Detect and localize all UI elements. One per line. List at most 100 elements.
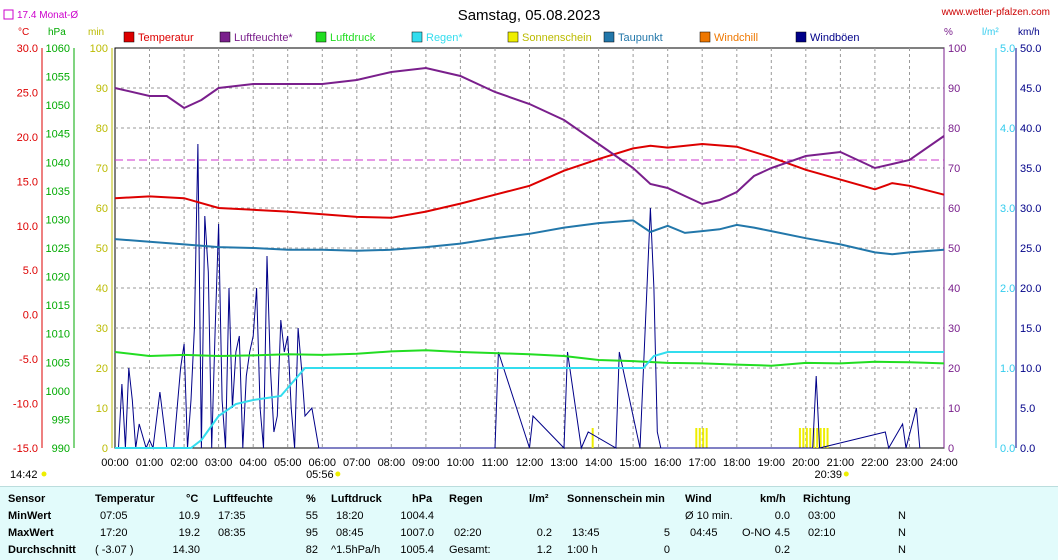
press-unit-label: hPa (48, 27, 66, 38)
rain-tick-label: 3.0 (1000, 203, 1015, 215)
wind-tick-label: 5.0 (1020, 403, 1035, 415)
legend-swatch (795, 31, 807, 43)
sun-tick-label: 80 (96, 123, 108, 135)
wind-tick-label: 40.0 (1020, 123, 1041, 135)
hum-tick-label: 80 (948, 123, 960, 135)
sun-tick-label: 20 (96, 363, 108, 375)
monthly-avg-swatch (3, 9, 14, 20)
press-tick-label: 1055 (46, 72, 70, 84)
wind-max: 4.5 (774, 527, 790, 539)
sun-tick-label: 0 (102, 443, 108, 455)
sunshine-bar (823, 428, 826, 448)
press-tick-label: 1015 (46, 300, 70, 312)
temp-tick-label: 15.0 (17, 176, 38, 188)
sunshine-bar (695, 428, 698, 448)
rain-avg-label: Gesamt: (449, 544, 491, 556)
legend-label: Temperatur (138, 32, 194, 44)
sunshine-bar (702, 428, 705, 448)
temp-max: 19.2 (178, 527, 200, 539)
temp-tick-label: -10.0 (13, 399, 38, 411)
x-tick-label: 21:00 (827, 457, 855, 469)
wind-tick-label: 10.0 (1020, 363, 1041, 375)
hum-tick-label: 0 (948, 443, 954, 455)
sunset-label: 20:39 (815, 469, 843, 481)
legend-swatch (507, 31, 519, 43)
rain-unit-label: l/m² (982, 27, 999, 38)
legend-label: Windböen (810, 32, 860, 44)
hum-unit: % (306, 493, 316, 505)
sun-tick-label: 40 (96, 283, 108, 295)
x-tick-label: 16:00 (654, 457, 682, 469)
wind-min: 0.0 (774, 510, 790, 522)
series-temperatur-line (114, 142, 945, 219)
x-tick-label: 17:00 (688, 457, 716, 469)
sun-avg-label: 1:00 h (567, 544, 598, 556)
hum-min-time: 17:35 (218, 510, 246, 522)
legend-swatch (411, 31, 423, 43)
wind-tick-label: 30.0 (1020, 203, 1041, 215)
legend-swatch (219, 31, 231, 43)
x-tick-label: 11:00 (482, 457, 509, 469)
legend-swatch (603, 31, 615, 43)
wind-tick-label: 35.0 (1020, 163, 1041, 175)
hum-tick-label: 70 (948, 163, 960, 175)
wind-max-dir: O-NO (742, 527, 771, 539)
sunrise-label: 05:56 (306, 469, 334, 481)
current-time-icon (41, 471, 47, 477)
series-regen-line (115, 351, 944, 449)
wind-tick-label: 15.0 (1020, 323, 1041, 335)
press-max-time: 08:45 (336, 527, 364, 539)
x-tick-label: 19:00 (758, 457, 786, 469)
temp-tick-label: 10.0 (17, 221, 38, 233)
temp-tick-label: 25.0 (17, 87, 38, 99)
press-avg: 1005.4 (400, 544, 434, 556)
legend-swatch (315, 31, 327, 43)
site-url: www.wetter-pfalzen.com (941, 7, 1050, 18)
legend-label: Sonnenschein (522, 32, 592, 44)
wind-max-time: 04:45 (690, 527, 718, 539)
series-luftfeuchte-line (114, 66, 945, 206)
monthly-avg-label: 17.4 Monat-Ø (17, 10, 78, 21)
sun-unit-label: min (88, 27, 104, 38)
temp-unit: °C (186, 493, 199, 505)
temp-min-time: 07:05 (100, 510, 128, 522)
sun-tick-label: 60 (96, 203, 108, 215)
rain-header: Regen (449, 493, 483, 505)
legend-label: Windchill (714, 32, 758, 44)
hum-tick-label: 100 (948, 43, 966, 55)
press-tick-label: 1000 (46, 386, 70, 398)
press-unit: hPa (412, 493, 433, 505)
wind-avg: 0.2 (774, 544, 790, 556)
legend-swatch (123, 31, 135, 43)
hum-tick-label: 30 (948, 323, 960, 335)
sunshine-bar (812, 428, 815, 448)
x-tick-label: 03:00 (205, 457, 233, 469)
x-tick-label: 06:00 (308, 457, 336, 469)
sunshine-bar (802, 428, 805, 448)
hum-tick-label: 20 (948, 363, 960, 375)
hum-avg: 82 (305, 544, 318, 556)
sunshine-bar (826, 428, 829, 448)
x-tick-label: 15:00 (619, 457, 647, 469)
row-label-sensor: Sensor (8, 493, 46, 505)
rain-max: 0.2 (536, 527, 552, 539)
legend-label: Taupunkt (618, 32, 663, 44)
legend-label: Luftdruck (330, 32, 376, 44)
x-tick-label: 23:00 (896, 457, 924, 469)
hum-tick-label: 50 (948, 243, 960, 255)
rain-total: 1.2 (536, 544, 552, 556)
press-avg-extra: ^1.5hPa/h (331, 544, 381, 556)
hum-tick-label: 90 (948, 83, 960, 95)
hum-unit-label: % (944, 27, 953, 38)
temp-avg-extra: ( -3.07 ) (95, 544, 134, 556)
press-tick-label: 1040 (46, 157, 70, 169)
sun-header: Sonnenschein min (567, 493, 665, 505)
sun-tick-label: 100 (90, 43, 108, 55)
legend-label: Luftfeuchte* (234, 32, 293, 44)
x-tick-label: 08:00 (378, 457, 406, 469)
wind-tick-label: 0.0 (1020, 443, 1035, 455)
dir-avg: N (898, 544, 906, 556)
sunshine-bar (809, 428, 812, 448)
sun-max: 5 (663, 527, 670, 539)
sunshine-bar (819, 428, 822, 448)
